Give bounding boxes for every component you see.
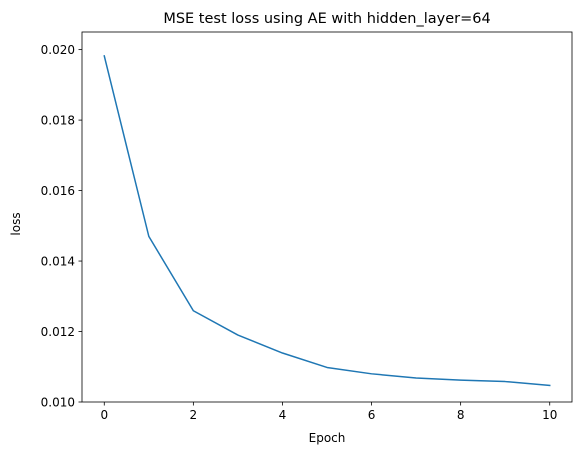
x-tick-label: 8 xyxy=(457,408,465,422)
plot-area: 0 2 4 6 8 10 0.010 0.012 0.014 0.016 0.018 0.020 xyxy=(41,31,573,422)
y-axis-label: loss xyxy=(9,212,23,235)
y-tick-label: 0.016 xyxy=(41,184,75,198)
series-line-0 xyxy=(103,55,551,387)
y-tick-label: 0.014 xyxy=(41,254,75,268)
y-tick-label: 0.018 xyxy=(41,113,75,127)
x-axis-label: Epoch xyxy=(309,431,346,445)
x-tick-label: 4 xyxy=(279,408,287,422)
x-tick-label: 2 xyxy=(190,408,198,422)
axes-frame xyxy=(81,31,573,403)
y-tick-label: 0.010 xyxy=(41,395,75,409)
chart-title: MSE test loss using AE with hidden_layer… xyxy=(163,11,490,27)
x-tick-label: 10 xyxy=(542,408,557,422)
y-tick-label: 0.012 xyxy=(41,325,75,339)
x-tick-label: 0 xyxy=(100,408,108,422)
x-tick-label: 6 xyxy=(368,408,376,422)
y-tick-label: 0.020 xyxy=(41,43,75,57)
